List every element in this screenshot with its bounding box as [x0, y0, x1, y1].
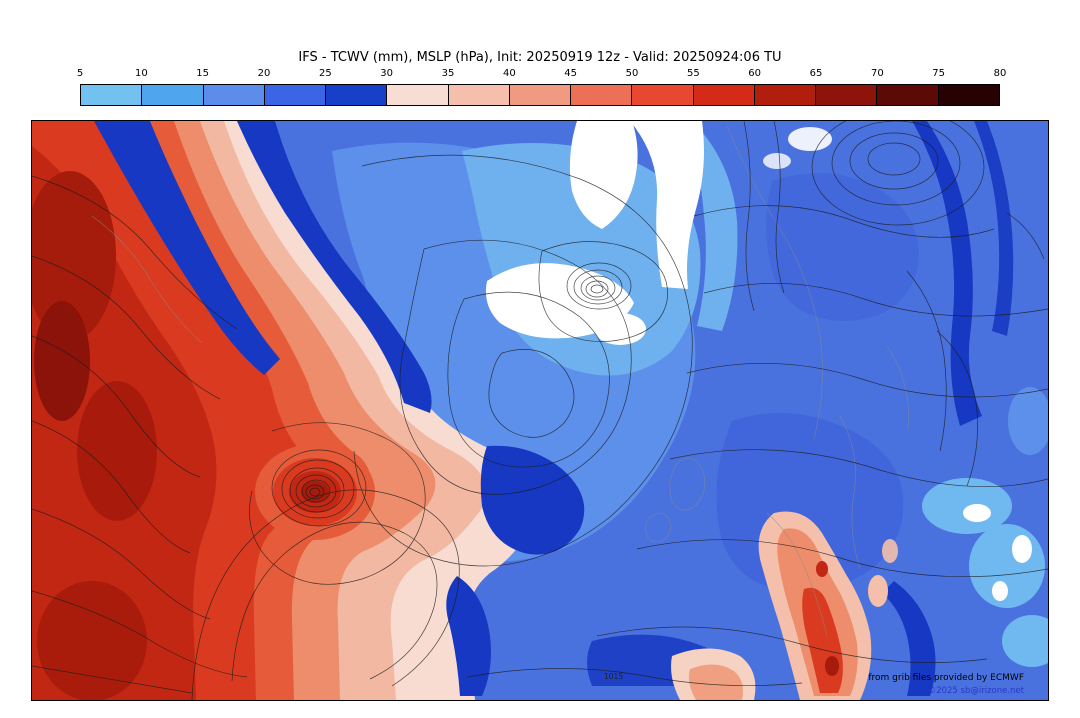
- south-red-regions: [671, 511, 898, 700]
- attribution-source: from grib files provided by ECMWF: [868, 673, 1024, 683]
- page-title: IFS - TCWV (mm), MSLP (hPa), Init: 20250…: [298, 50, 782, 65]
- colorbar-tick: 65: [809, 68, 823, 79]
- colorbar-tick: 20: [257, 68, 271, 79]
- colorbar-cell: [693, 85, 755, 105]
- colorbar-tick: 15: [196, 68, 210, 79]
- colorbar-ticks: 5 10 15 20 25 30 35 40 45 50 55 60 65 70 75 80: [76, 68, 1007, 82]
- coastline-borders: [91, 125, 909, 637]
- colorbar-cell: [142, 85, 204, 105]
- colorbar-tick: 10: [134, 68, 148, 79]
- map-frame: 1015 from grib files provided by ECMWF ©…: [31, 120, 1049, 701]
- colorbar-cell: [448, 85, 510, 105]
- colorbar-cell: [938, 85, 999, 105]
- attribution-copyright: ©2025 sb@irizone.net: [927, 686, 1024, 696]
- colorbar: [80, 84, 1000, 106]
- colorbar-tick: 80: [993, 68, 1007, 79]
- colorbar-cell: [571, 85, 633, 105]
- colorbar-cell: [509, 85, 572, 105]
- colorbar-tick: 50: [625, 68, 639, 79]
- colorbar-cell: [387, 85, 449, 105]
- colorbar-cell: [326, 85, 388, 105]
- colorbar-tick: 35: [441, 68, 455, 79]
- white-dry-patches: [485, 121, 1032, 601]
- colorbar-cell: [81, 85, 143, 105]
- contour-label: 1015: [604, 672, 623, 681]
- weather-map-svg: 1015: [32, 121, 1048, 700]
- colorbar-tick: 40: [502, 68, 516, 79]
- colorbar-cell: [754, 85, 817, 105]
- colorbar-cell: [816, 85, 878, 105]
- colorbar-tick: 75: [932, 68, 946, 79]
- colorbar-cell: [877, 85, 939, 105]
- dark-blue-streaks: [94, 121, 1014, 696]
- colorbar-tick: 55: [686, 68, 700, 79]
- colorbar-tick: 25: [318, 68, 332, 79]
- colorbar-cell: [632, 85, 694, 105]
- colorbar-tick: 45: [564, 68, 578, 79]
- red-field-regions: [32, 121, 540, 700]
- colorbar-tick: 5: [76, 68, 84, 79]
- colorbar-tick: 70: [870, 68, 884, 79]
- colorbar-cell: [264, 85, 327, 105]
- colorbar-cell: [203, 85, 265, 105]
- mslp-isobars: [32, 121, 1048, 700]
- colorbar-tick: 30: [380, 68, 394, 79]
- colorbar-tick: 60: [748, 68, 762, 79]
